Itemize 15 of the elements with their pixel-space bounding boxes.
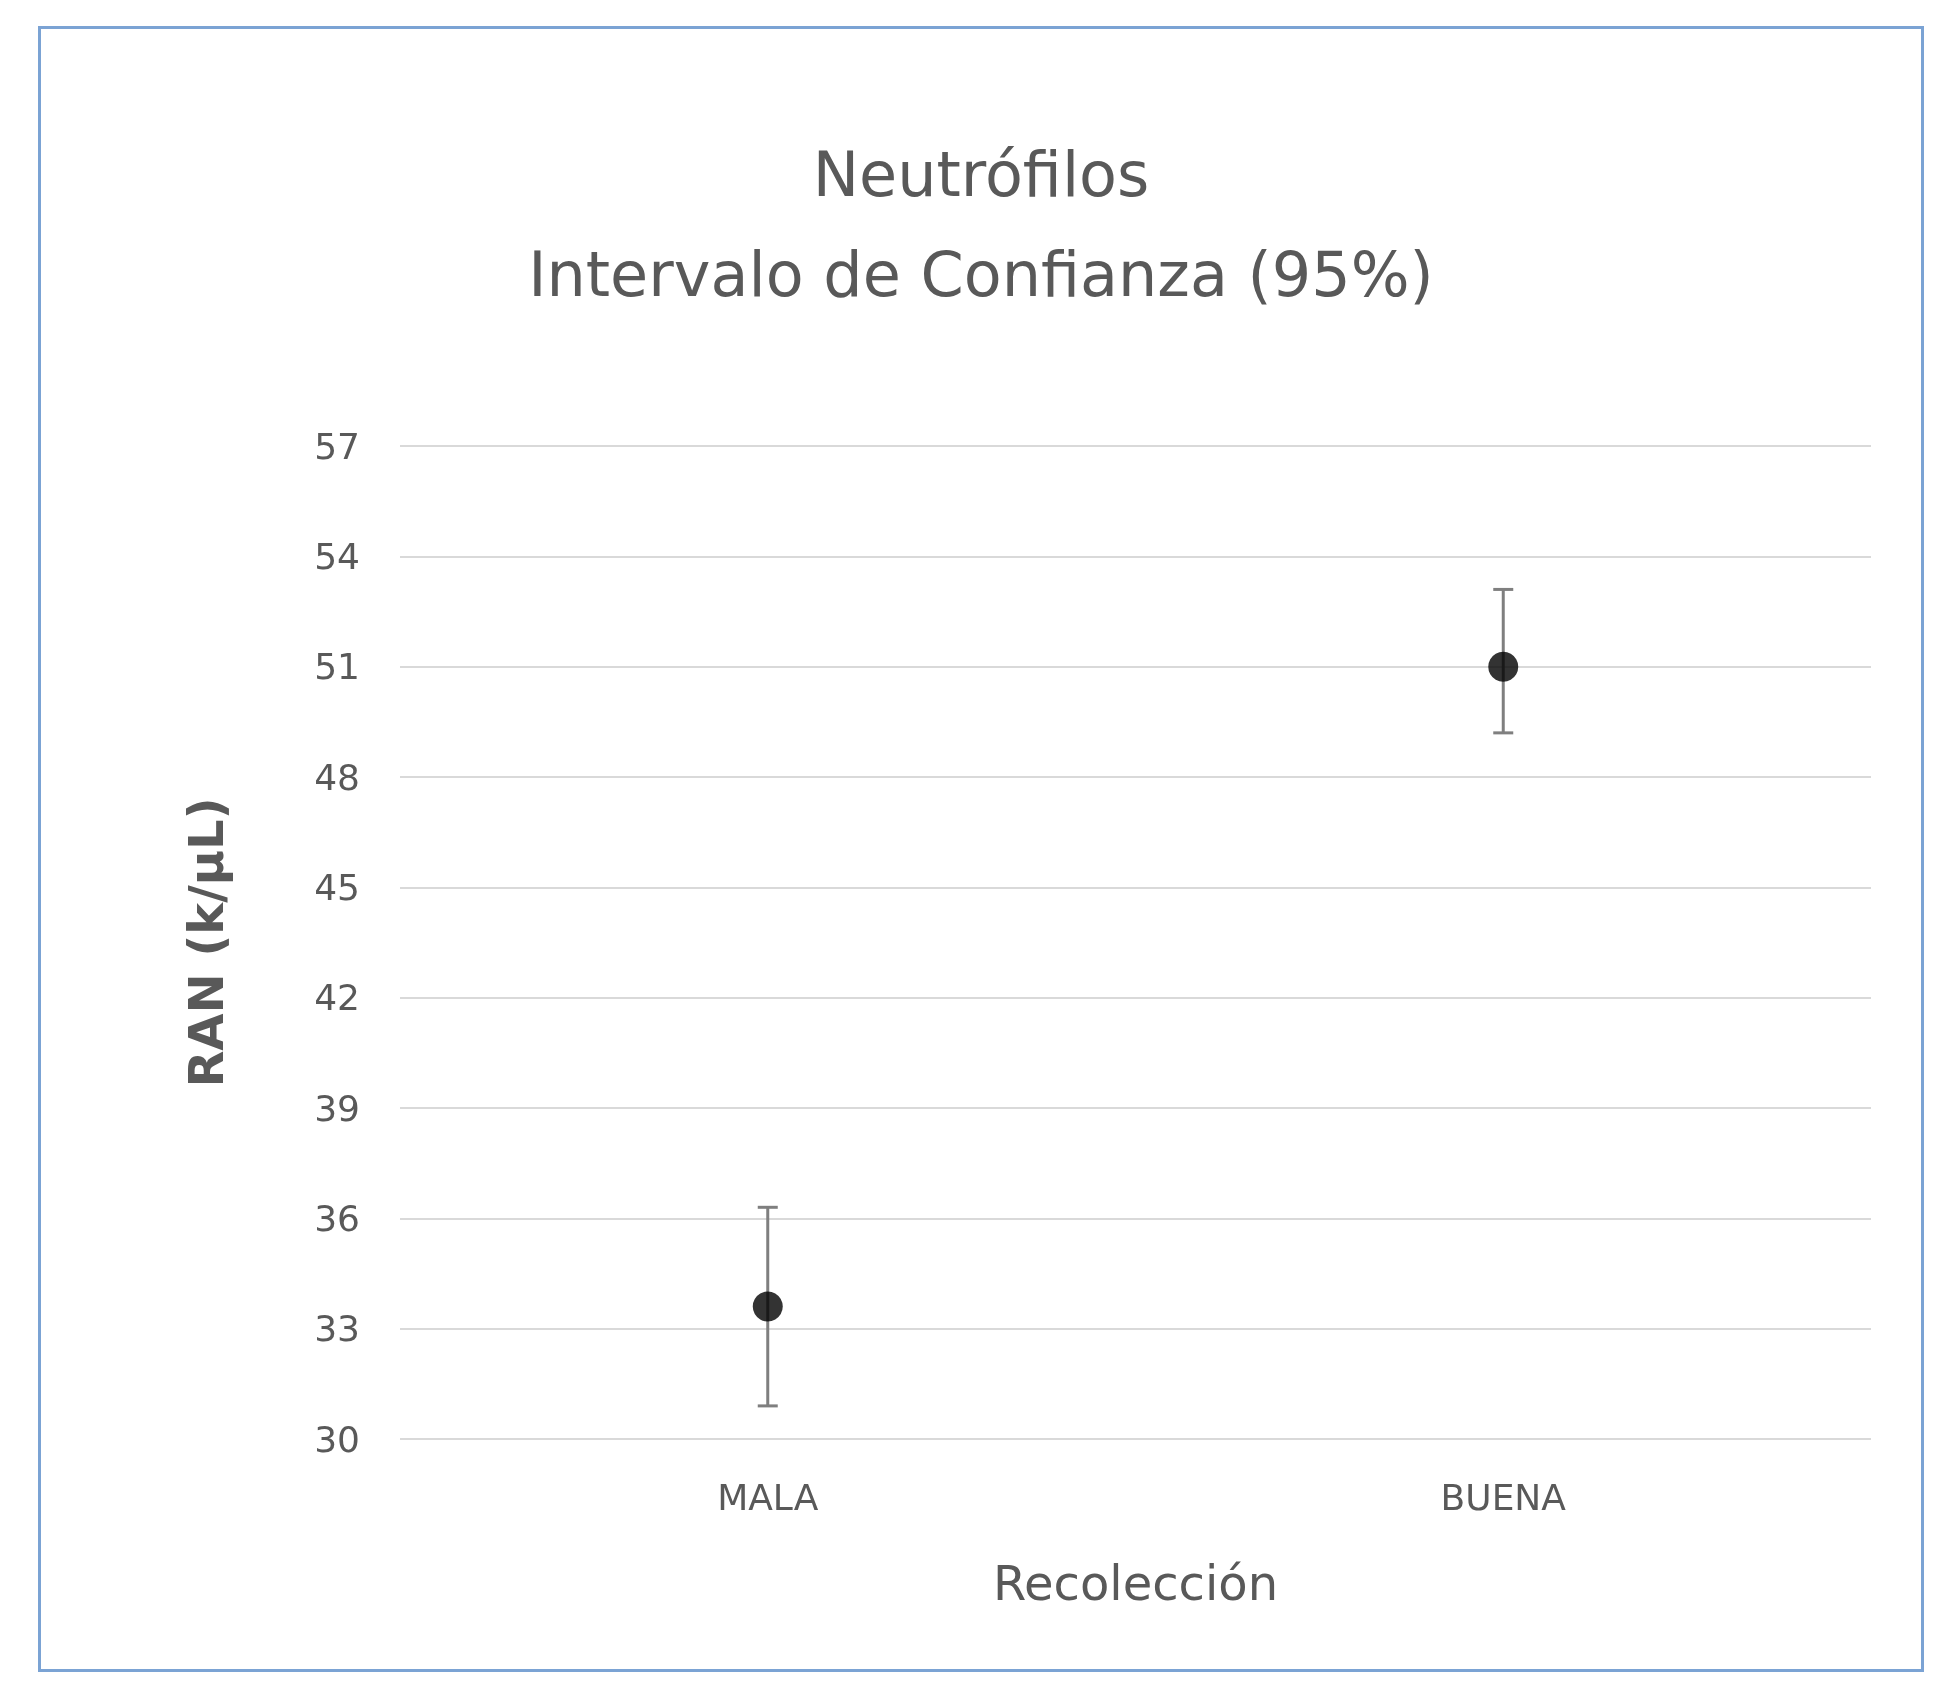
y-tick-label: 39 — [314, 1087, 360, 1129]
y-tick-label: 36 — [314, 1197, 360, 1239]
y-tick-label: 30 — [314, 1418, 360, 1460]
y-tick-label: 51 — [314, 646, 360, 688]
y-tick-label: 42 — [314, 977, 360, 1019]
x-axis-title: Recolección — [992, 1555, 1279, 1611]
y-tick-label: 45 — [314, 866, 360, 908]
y-tick-label: 54 — [314, 535, 360, 577]
y-tick-label: 57 — [314, 425, 360, 467]
x-tick-label: BUENA — [1440, 1476, 1567, 1518]
x-tick-label: MALA — [717, 1476, 819, 1518]
y-tick-label: 33 — [314, 1308, 360, 1350]
y-axis-title: RAN (k/µL) — [178, 797, 234, 1088]
y-tick-label: 48 — [314, 756, 360, 798]
chart-title: Neutrófilos Intervalo de Confianza (95%) — [528, 137, 1434, 311]
